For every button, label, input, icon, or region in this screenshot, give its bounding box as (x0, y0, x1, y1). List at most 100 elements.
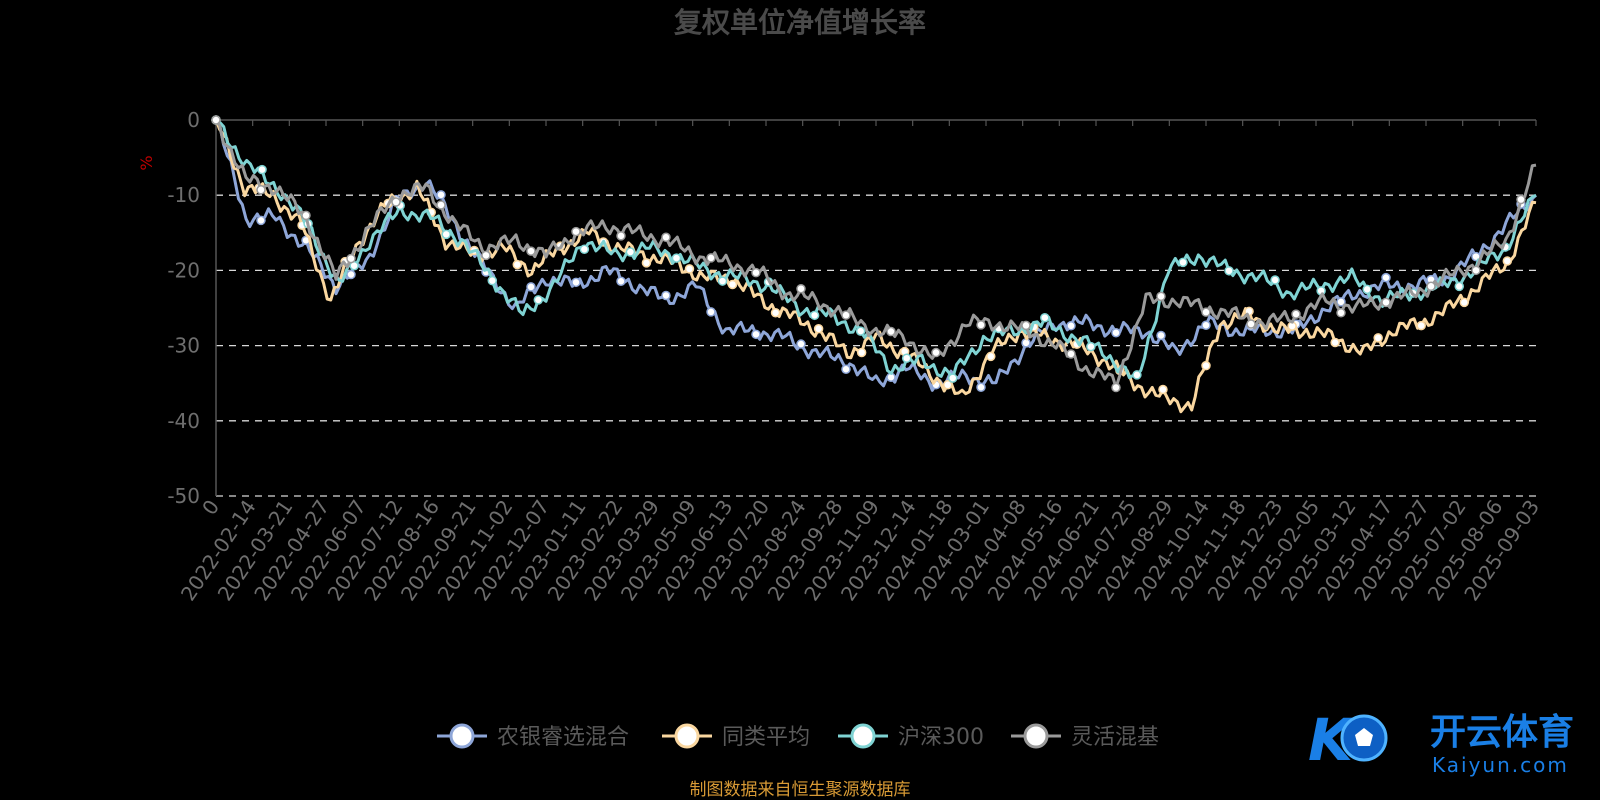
x-tick-label: 0 (197, 495, 224, 519)
series-point (526, 282, 536, 292)
series-point (1156, 291, 1166, 302)
legend-label: 同类平均 (722, 725, 810, 750)
series-point (856, 347, 867, 358)
series-point (1454, 281, 1465, 292)
series-point (684, 264, 695, 274)
series-point (671, 253, 682, 263)
legend: 农银睿选混合 同类平均 沪深300 灵活混基 (437, 723, 1159, 750)
series-point (1516, 194, 1526, 205)
legend-marker (850, 723, 876, 749)
series-point (616, 276, 626, 287)
series-point (211, 115, 221, 125)
series-point (436, 190, 446, 200)
series-line (214, 119, 1537, 389)
legend-label: 沪深300 (898, 725, 984, 750)
series-point (976, 382, 986, 393)
series-point (1158, 384, 1168, 395)
series-point (1201, 360, 1211, 371)
series-point (1021, 320, 1031, 331)
series-point (512, 259, 523, 270)
series-point (625, 247, 636, 257)
legend-marker (449, 723, 475, 749)
series-point (770, 307, 781, 318)
series-point (1291, 309, 1301, 319)
y-tick-labels: 0 -10 -20 -30 -40 -50 (167, 108, 200, 508)
series-point (813, 324, 824, 334)
y-tick-label: -50 (167, 484, 200, 508)
series-point (1201, 320, 1211, 330)
series-point (346, 269, 356, 280)
series-point (256, 215, 266, 226)
y-tick-label: -20 (167, 258, 200, 282)
series-point (256, 185, 266, 195)
series-point (1246, 319, 1256, 329)
series-point (1502, 256, 1513, 266)
series-point (257, 164, 267, 175)
y-axis-unit: % (137, 155, 156, 170)
series-point (751, 329, 761, 340)
series-point (571, 277, 581, 288)
series-point (1373, 333, 1383, 343)
series-point (717, 276, 728, 286)
series-point (1362, 284, 1372, 295)
series-point (579, 244, 590, 255)
series-point (1111, 382, 1121, 393)
legend-marker (1023, 723, 1049, 749)
series-point (1156, 330, 1166, 341)
series-line (214, 119, 1537, 414)
series-point (1066, 349, 1076, 359)
logo-brand-cn: 开云体育 (1430, 712, 1574, 753)
series-point (616, 231, 626, 241)
series-line (214, 119, 1538, 392)
series-point (727, 279, 738, 290)
series-point (1270, 275, 1280, 285)
soccer-ball-patch (1355, 728, 1373, 746)
series-point (487, 275, 498, 286)
series-point (526, 246, 536, 256)
y-tick-label: -30 (167, 334, 200, 358)
series-point (441, 229, 451, 240)
series-point (986, 351, 996, 362)
series-point (901, 353, 912, 363)
series-lines (211, 115, 1538, 414)
series-point (809, 310, 820, 321)
kaiyun-logo: K 开云体育 Kaiyun.com (1308, 706, 1574, 777)
series-point (751, 267, 761, 278)
series-point (1040, 312, 1050, 323)
y-tick-label: 0 (187, 108, 200, 132)
series-point (841, 364, 851, 374)
series-point (1224, 266, 1234, 276)
series-point (1086, 341, 1096, 352)
series-point (706, 253, 716, 263)
series-point (1066, 321, 1076, 331)
series-point (1111, 327, 1121, 338)
y-tick-label: -40 (167, 409, 200, 433)
series-point (796, 283, 806, 294)
series-point (1426, 281, 1436, 292)
series-point (1381, 297, 1391, 308)
series-line (215, 118, 1537, 380)
series-point (886, 326, 896, 337)
series-point (301, 210, 311, 221)
series-point (1178, 257, 1188, 268)
series-point (931, 347, 941, 358)
series-point (1336, 308, 1346, 318)
series-point (942, 380, 953, 390)
series-point (1416, 320, 1426, 331)
x-tick-labels: 02022-02-142022-03-212022-04-272022-06-0… (176, 495, 1544, 605)
series-point (391, 197, 401, 207)
chart-title: 复权单位净值增长率 (674, 6, 926, 39)
series-point (346, 253, 356, 264)
series-point (1381, 272, 1391, 283)
series-point (481, 250, 491, 261)
series-point (947, 373, 958, 383)
legend-label: 农银睿选混合 (497, 725, 629, 750)
series-point (1201, 307, 1211, 317)
series-point (533, 295, 544, 305)
axes (215, 119, 1537, 496)
series-point (661, 290, 671, 301)
series-point (841, 310, 851, 320)
series-point (661, 232, 671, 243)
series-point (1336, 297, 1346, 307)
